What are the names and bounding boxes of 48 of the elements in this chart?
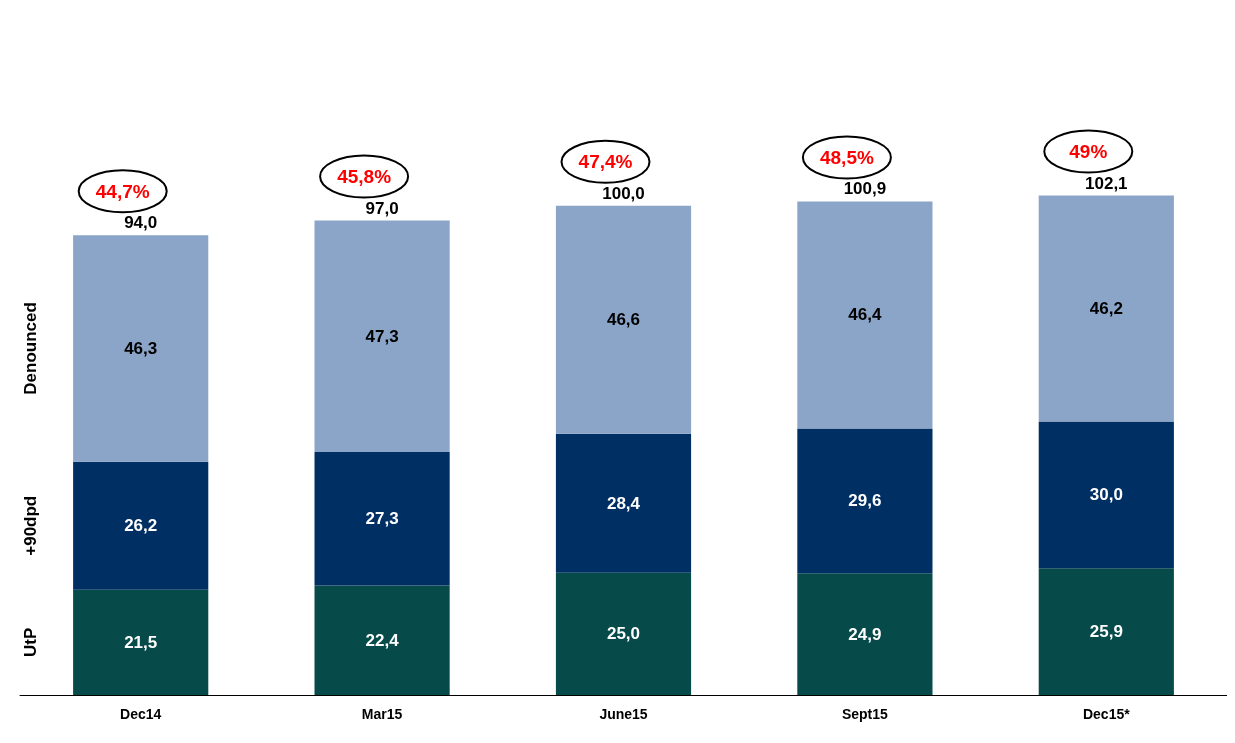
total-label: 100,0 — [602, 183, 645, 203]
bar — [797, 428, 933, 574]
bar — [797, 201, 933, 429]
bar — [555, 572, 692, 695]
x-tick-label: June15 — [599, 706, 648, 722]
bar — [797, 573, 933, 695]
data-label: 27,3 — [365, 509, 399, 529]
text: 47,4% — [578, 151, 633, 173]
text: UtP — [20, 627, 40, 658]
bar — [314, 220, 450, 452]
data-label: 24,9 — [848, 624, 882, 644]
bar — [1038, 195, 1174, 422]
data-label: 28,4 — [606, 493, 641, 513]
bar — [1038, 568, 1174, 695]
data-label: 21,5 — [124, 632, 158, 652]
bar — [73, 589, 209, 695]
x-tick-label: Sept15 — [841, 706, 889, 722]
total-label: 94,0 — [124, 213, 158, 233]
x-tick-label: Dec15* — [1082, 706, 1131, 722]
text: 45,8% — [337, 166, 392, 188]
annotation: 44,7% — [95, 180, 150, 202]
data-label: 29,6 — [848, 491, 882, 511]
bar — [73, 461, 209, 590]
text: +90dpd — [20, 495, 40, 556]
data-label: 25,9 — [1089, 622, 1123, 642]
bar — [314, 451, 450, 586]
data-label: 22,4 — [365, 630, 400, 650]
bar — [555, 205, 692, 434]
total-label: 102,1 — [1085, 173, 1128, 193]
total-label: 97,0 — [365, 198, 399, 218]
bar — [73, 235, 209, 462]
data-label: 46,2 — [1089, 299, 1123, 319]
bar — [555, 433, 692, 573]
bar — [314, 585, 450, 695]
data-label: 25,0 — [606, 624, 641, 644]
text: 48,5% — [819, 146, 874, 168]
text: 49% — [1069, 141, 1108, 163]
data-label: 46,4 — [848, 305, 882, 325]
bar — [1038, 421, 1174, 569]
x-tick-label: Mar15 — [361, 706, 403, 722]
data-label: 46,6 — [606, 310, 641, 330]
data-label: 26,2 — [124, 516, 158, 536]
data-label: 30,0 — [1089, 485, 1123, 505]
x-tick-label: Dec14 — [120, 706, 162, 722]
data-label: 47,3 — [365, 326, 399, 346]
total-label: 100,9 — [843, 179, 887, 199]
data-label: 46,3 — [124, 338, 158, 358]
text: Denounced — [20, 302, 40, 395]
